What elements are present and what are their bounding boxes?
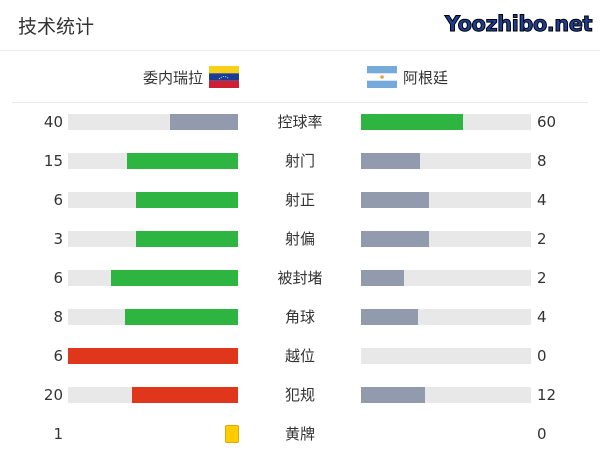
stat-label: 射门 <box>284 152 315 170</box>
home-value: 15 <box>43 152 63 170</box>
stat-label: 被封堵 <box>277 269 323 287</box>
stat-label: 越位 <box>284 347 315 365</box>
away-team-name: 阿根廷 <box>403 68 449 87</box>
home-bar-fill <box>136 192 238 208</box>
home-bar-track <box>68 387 238 403</box>
stat-label: 黄牌 <box>284 425 315 443</box>
away-bar-fill <box>361 309 418 325</box>
away-team: 阿根廷 <box>367 66 448 88</box>
home-team-name: 委内瑞拉 <box>143 68 204 87</box>
home-team: 委内瑞拉 <box>143 66 240 88</box>
home-bar-fill <box>170 114 238 130</box>
page-title: 技术统计 <box>18 16 95 38</box>
home-bar-track <box>68 309 238 325</box>
away-value: 2 <box>537 269 547 287</box>
home-value: 8 <box>53 308 63 326</box>
divider <box>12 102 588 103</box>
away-bar-fill <box>361 153 421 169</box>
stat-label: 控球率 <box>277 113 323 131</box>
stat-row-yellow-cards: 1 黄牌 0 <box>0 424 600 444</box>
home-value: 6 <box>53 347 63 365</box>
home-value: 3 <box>53 230 63 248</box>
home-bar-track <box>68 153 238 169</box>
away-bar-fill <box>361 231 429 247</box>
away-value: 12 <box>537 386 557 404</box>
away-value: 4 <box>537 191 547 209</box>
stat-row: 6 射正 4 <box>0 190 600 210</box>
home-bar-fill <box>127 153 238 169</box>
away-value: 0 <box>537 425 547 443</box>
away-bar-track <box>361 153 531 169</box>
away-bar-track <box>361 192 531 208</box>
away-value: 8 <box>537 152 547 170</box>
home-bar-track <box>68 348 238 364</box>
yellow-card-icon <box>225 425 239 443</box>
home-value: 6 <box>53 269 63 287</box>
venezuela-flag-icon <box>209 66 240 88</box>
away-value: 2 <box>537 230 547 248</box>
divider <box>0 50 600 51</box>
home-value: 40 <box>43 113 63 131</box>
watermark-logo: Yoozhibo.net <box>444 12 593 37</box>
home-bar-fill <box>68 348 238 364</box>
stat-label: 射偏 <box>284 230 315 248</box>
stat-row: 40 控球率 60 <box>0 112 600 132</box>
away-bar-track <box>361 348 531 364</box>
away-value: 60 <box>537 113 557 131</box>
stat-row: 20 犯规 12 <box>0 385 600 405</box>
away-bar-fill <box>361 270 404 286</box>
home-bar-track <box>68 231 238 247</box>
home-bar-fill <box>131 387 238 403</box>
stat-row: 8 角球 4 <box>0 307 600 327</box>
stat-row: 15 射门 8 <box>0 151 600 171</box>
home-bar-fill <box>110 270 238 286</box>
home-bar-track <box>68 114 238 130</box>
away-bar-fill <box>361 192 429 208</box>
stat-row: 3 射偏 2 <box>0 229 600 249</box>
home-value: 6 <box>53 191 63 209</box>
argentina-flag-icon <box>367 66 397 88</box>
stat-row: 6 越位 0 <box>0 346 600 366</box>
away-bar-track <box>361 270 531 286</box>
away-bar-fill <box>361 387 425 403</box>
stat-label: 角球 <box>284 308 315 326</box>
home-bar-track <box>68 270 238 286</box>
away-value: 4 <box>537 308 547 326</box>
home-bar-track <box>68 192 238 208</box>
home-bar-fill <box>124 309 238 325</box>
home-bar-fill <box>136 231 238 247</box>
stat-label: 射正 <box>284 191 315 209</box>
home-value: 20 <box>43 386 63 404</box>
away-bar-track <box>361 387 531 403</box>
away-value: 0 <box>537 347 547 365</box>
away-bar-fill <box>361 114 463 130</box>
away-bar-track <box>361 231 531 247</box>
away-bar-track <box>361 309 531 325</box>
stat-row: 6 被封堵 2 <box>0 268 600 288</box>
away-bar-track <box>361 114 531 130</box>
home-value: 1 <box>53 425 63 443</box>
stat-label: 犯规 <box>284 386 315 404</box>
